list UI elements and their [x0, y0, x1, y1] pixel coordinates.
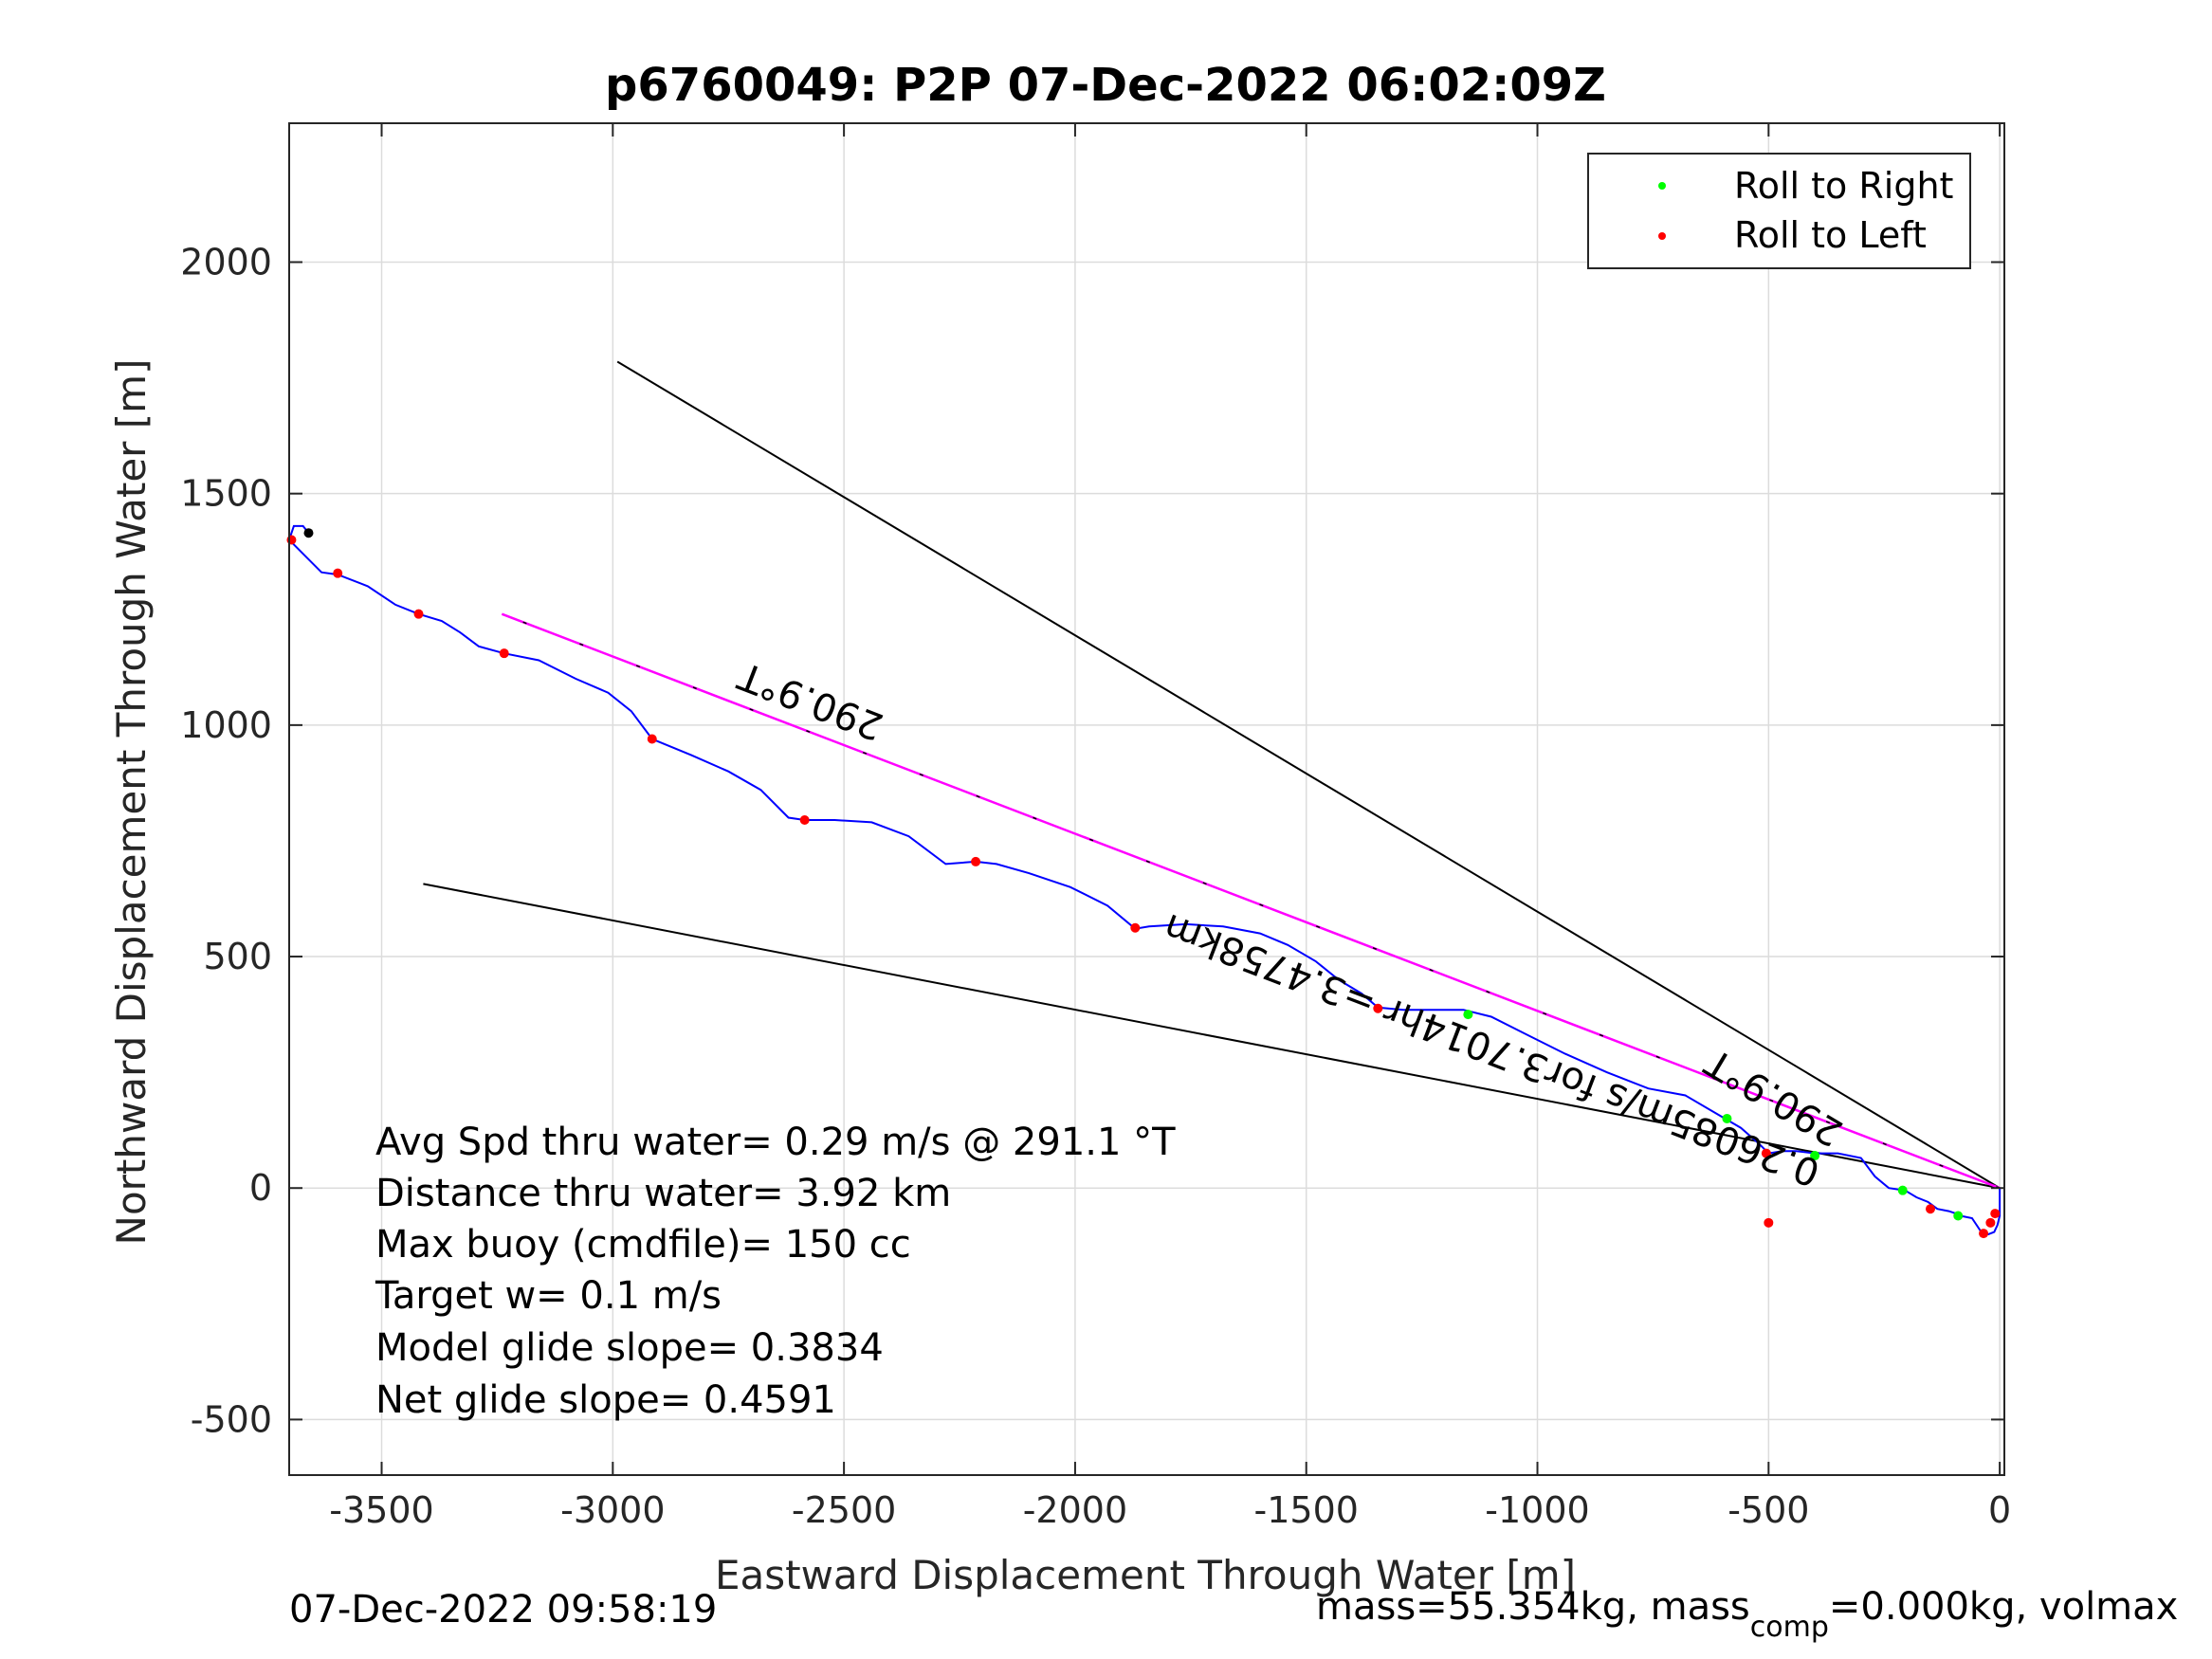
stat-max-buoy: Max buoy (cmdfile)= 150 cc [375, 1223, 911, 1267]
bound-line [423, 883, 2001, 1190]
x-tick-labels: -3500 -3000 -2500 -2000 -1500 -1000 -500 0 [329, 1489, 2011, 1531]
axes-box [288, 122, 2005, 1476]
roll-left-point [499, 648, 509, 659]
legend-box [1587, 153, 1971, 269]
y-tick-label: 1500 [180, 473, 272, 515]
x-tick-label: -1500 [1254, 1489, 1359, 1531]
legend-marker-roll-right [1658, 182, 1666, 190]
roll-left-point [799, 814, 810, 825]
footer-mass-prefix: mass=55.354kg, mass [1316, 1585, 1750, 1629]
grid [289, 123, 2004, 1475]
track-line [287, 524, 2002, 1236]
track [287, 524, 2002, 1236]
y-tick-label: 1000 [180, 704, 272, 746]
footer-mass: mass=55.354kg, masscomp=0.000kg, volmax [1316, 1585, 2178, 1644]
roll-left-point [1979, 1229, 1989, 1239]
roll-right-point [1953, 1211, 1964, 1221]
end-point [303, 528, 314, 538]
y-tick-label: 2000 [180, 242, 272, 283]
x-tick-label: -2500 [792, 1489, 896, 1531]
x-tick-label: -3500 [329, 1489, 433, 1531]
chart-title: p6760049: P2P 07-Dec-2022 06:02:09Z [605, 59, 1606, 112]
roll-left-point [1761, 1148, 1771, 1158]
course-line-dash [502, 612, 2001, 1189]
roll-right-point [1463, 1010, 1473, 1020]
legend: Roll to Right Roll to Left [1587, 153, 1971, 269]
legend-label-roll-right: Roll to Right [1734, 165, 1953, 207]
roll-left-point [333, 568, 343, 578]
bound-lines [423, 360, 2001, 1190]
stat-target-w: Target w= 0.1 m/s [375, 1274, 722, 1318]
roll-left-point [286, 535, 297, 545]
stat-avg-speed: Avg Spd thru water= 0.29 m/s @ 291.1 °T [375, 1121, 1176, 1164]
roll-right-point [1722, 1113, 1732, 1123]
stats-block: Avg Spd thru water= 0.29 m/s @ 291.1 °T … [375, 1121, 1176, 1422]
legend-label-roll-left: Roll to Left [1734, 214, 1927, 256]
footer-mass-suffix: =0.000kg, volmax [1829, 1585, 2178, 1629]
roll-left-point [1990, 1209, 2001, 1219]
course-angle-label: 290.9°T [732, 653, 888, 748]
roll-left-point [1985, 1217, 1996, 1228]
x-tick-label: -500 [1728, 1489, 1809, 1531]
stat-net-glide: Net glide slope= 0.4591 [375, 1378, 836, 1422]
x-tick-label: -1000 [1485, 1489, 1589, 1531]
footer-timestamp: 07-Dec-2022 09:58:19 [289, 1588, 717, 1632]
x-tick-label: -3000 [560, 1489, 665, 1531]
roll-left-point [647, 734, 657, 744]
x-tick-label: -2000 [1023, 1489, 1127, 1531]
bound-line [616, 360, 2001, 1190]
roll-right-point [1810, 1151, 1820, 1161]
y-tick-labels: -500 0 500 1000 1500 2000 [180, 242, 272, 1441]
roll-left-point [1764, 1217, 1774, 1228]
footer-mass-sub: comp [1750, 1611, 1829, 1644]
y-tick-label: 0 [249, 1167, 272, 1209]
x-axis-label: Eastward Displacement Through Water [m] [715, 1552, 1576, 1598]
y-tick-label: 500 [203, 936, 272, 977]
course-line [501, 612, 2001, 1190]
roll-left-point [971, 856, 981, 866]
x-tick-label: 0 [1988, 1489, 2011, 1531]
legend-marker-roll-left [1658, 232, 1666, 240]
roll-right-point [1897, 1185, 1908, 1195]
stat-distance: Distance thru water= 3.92 km [375, 1172, 951, 1215]
stat-model-glide: Model glide slope= 0.3834 [375, 1326, 884, 1370]
y-axis-label: Northward Displacement Through Water [m] [108, 359, 155, 1246]
roll-left-point [1373, 1003, 1383, 1013]
roll-left-point [1925, 1204, 1935, 1214]
y-tick-label: -500 [191, 1398, 272, 1440]
roll-points [286, 528, 2001, 1239]
roll-left-point [413, 609, 424, 619]
roll-left-point [1130, 922, 1141, 933]
ticks [289, 123, 2004, 1475]
